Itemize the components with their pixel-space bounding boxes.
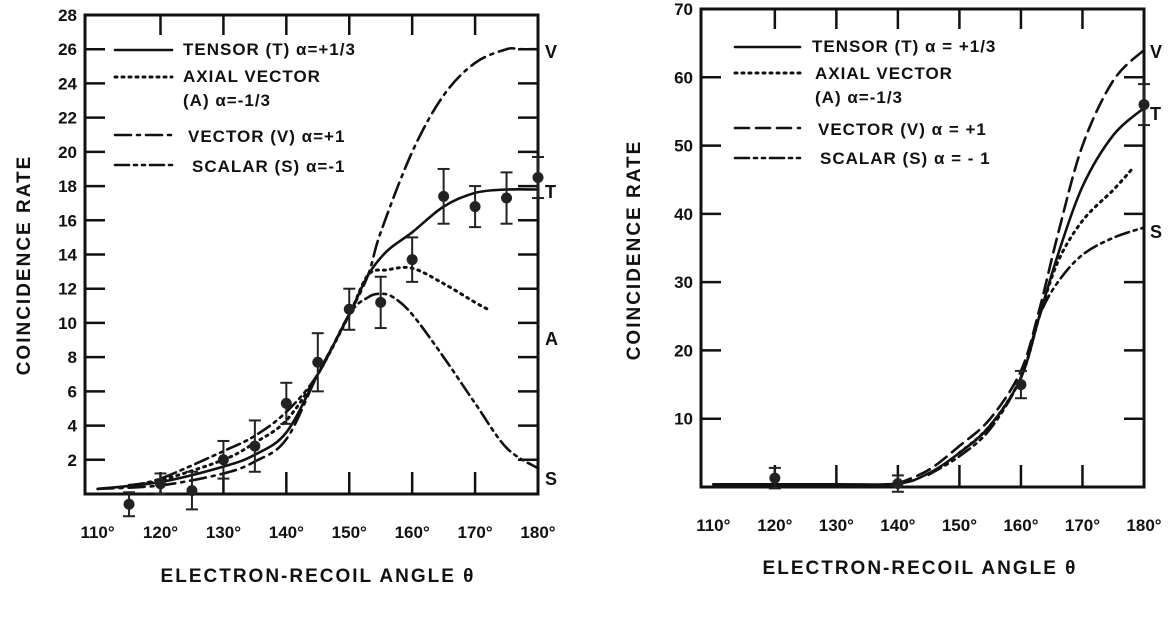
y-tick-label: 12 [58,280,77,299]
chart-right: COINCIDENCE RATE ELECTRON-RECOIL ANGLE θ… [624,0,1162,579]
y-tick-label: 18 [58,177,77,196]
legend-label-tensor: TENSOR (T) α = +1/3 [812,37,996,56]
data-point [532,172,544,184]
legend-label-vector: VECTOR (V) α = +1 [818,120,987,139]
legend-label-tensor: TENSOR (T) α=+1/3 [183,40,356,59]
data-point [312,356,324,368]
x-tick-label: 180° [520,523,555,542]
data-point [280,397,292,409]
data-point [1138,99,1150,111]
legend-label-axial-2: (A) α=-1/3 [815,88,903,107]
data-point [892,478,904,490]
y-tick-label: 14 [58,246,77,265]
y-tick-label: 4 [68,417,78,436]
data-point [438,190,450,202]
x-tick-label: 110° [80,523,114,542]
series-line-v [96,46,540,491]
y-tick-label: 10 [58,314,77,333]
series-line-s [127,292,540,487]
data-point [123,498,135,510]
x-axis-label: ELECTRON-RECOIL ANGLE θ [161,566,476,587]
curve-label-v: V [1150,42,1162,62]
data-point [186,485,198,497]
x-tick-label: 120° [757,516,792,535]
legend-label-axial-2: (A) α=-1/3 [183,91,271,110]
y-tick-label: 26 [58,40,77,59]
data-point [375,296,387,308]
x-tick-label: 120° [143,523,178,542]
x-tick-label: 150° [942,516,977,535]
x-tick-label: 140° [269,523,304,542]
curve-label-s: S [545,469,557,489]
legend-label-vector: VECTOR (V) α=+1 [188,127,345,146]
x-tick-label: 160° [1003,516,1038,535]
legend-label-axial: AXIAL VECTOR [815,64,953,83]
x-tick-label: 180° [1126,516,1161,535]
y-tick-label: 28 [58,6,77,25]
x-axis-label: ELECTRON-RECOIL ANGLE θ [763,558,1078,579]
data-point [217,454,229,466]
y-tick-label: 70 [674,0,693,19]
y-tick-label: 20 [58,143,77,162]
data-point [769,472,781,484]
data-point [343,303,355,315]
legend-label-scalar: SCALAR (S) α=-1 [192,157,345,176]
y-axis-label: COINCIDENCE RATE [14,155,35,376]
y-tick-label: 50 [674,137,693,156]
series-line-a [957,168,1134,455]
y-tick-label: 6 [68,382,77,401]
y-axis-label: COINCIDENCE RATE [624,140,645,361]
y-tick-label: 24 [58,74,77,93]
curve-label-t: T [1150,104,1161,124]
y-tick-label: 60 [674,68,693,87]
x-tick-label: 110° [696,516,730,535]
data-point [469,201,481,213]
plot-frame [83,13,540,496]
y-tick-label: 20 [674,341,693,360]
legend-label-scalar: SCALAR (S) α = - 1 [820,149,991,168]
curve-label-v: V [545,42,557,62]
x-tick-label: 130° [819,516,854,535]
curve-label-t: T [545,182,556,202]
data-point [501,192,513,204]
y-tick-label: 40 [674,205,693,224]
y-tick-label: 10 [674,410,693,429]
curve-label-s: S [1150,222,1162,242]
x-tick-label: 170° [457,523,492,542]
data-point [406,254,418,266]
legend-label-axial: AXIAL VECTOR [183,67,321,86]
x-tick-label: 150° [332,523,367,542]
series-line-v [896,48,1146,485]
plot-frame [699,7,1146,489]
data-point [1015,379,1027,391]
series-line-a [127,265,490,487]
data-point [155,478,166,490]
y-tick-label: 22 [58,109,77,128]
curve-label-a: A [545,329,558,349]
data-point [249,440,261,452]
y-tick-label: 8 [68,348,77,367]
y-tick-label: 2 [68,451,77,470]
x-tick-label: 160° [395,523,430,542]
x-tick-label: 140° [880,516,915,535]
series-line-s [927,226,1146,476]
x-tick-label: 130° [206,523,241,542]
chart-left: COINCIDENCE RATE ELECTRON-RECOIL ANGLE θ… [14,6,558,587]
x-tick-label: 170° [1065,516,1100,535]
y-tick-label: 16 [58,211,77,230]
y-tick-label: 30 [674,273,693,292]
